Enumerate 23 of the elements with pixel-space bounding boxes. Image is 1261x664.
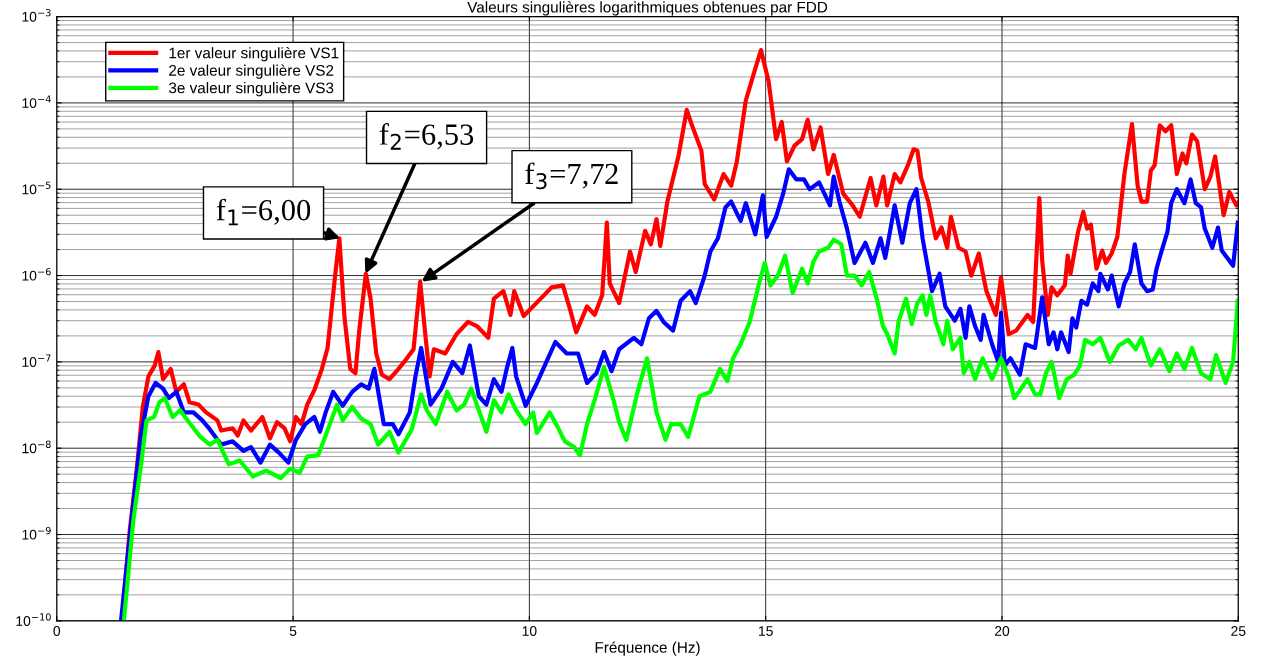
annotation: f$_{1}$=6,00 (216, 198, 311, 226)
y-tick-label: 10$^{−3}$ (22, 8, 51, 22)
annotation: f$_{2}$=6,53 (379, 123, 474, 150)
y-tick-label: 10$^{−6}$ (22, 267, 51, 281)
x-axis-title: Fréquence (Hz) (595, 641, 700, 656)
y-tick-label: 10$^{−4}$ (22, 95, 51, 108)
y-tick-label: 10$^{−10}$ (16, 613, 51, 626)
x-tick-label: 10 (522, 626, 537, 636)
legend-label: 2e valeur singulière VS2 (169, 64, 334, 79)
y-tick-label: 10$^{−7}$ (22, 354, 51, 367)
x-tick-label: 15 (759, 626, 773, 636)
legend-label: 1er valeur singulière VS1 (169, 46, 339, 62)
x-tick-label: 25 (1231, 626, 1246, 636)
x-tick-label: 5 (289, 626, 297, 636)
x-tick-label: 20 (994, 626, 1010, 636)
y-tick-label: 10$^{−5}$ (22, 181, 51, 195)
line-series (121, 237, 1239, 621)
y-tick-label: 10$^{−9}$ (22, 526, 51, 540)
annotation: f$_{3}$=7,72 (525, 162, 618, 190)
x-tick-label: 0 (53, 626, 61, 636)
legend-label: 3e valeur singulière VS3 (168, 81, 334, 97)
chart-title: Valeurs singulières logarithmiques obtenues par FDD (467, 1, 828, 16)
y-tick-label: 10$^{−8}$ (22, 440, 51, 454)
